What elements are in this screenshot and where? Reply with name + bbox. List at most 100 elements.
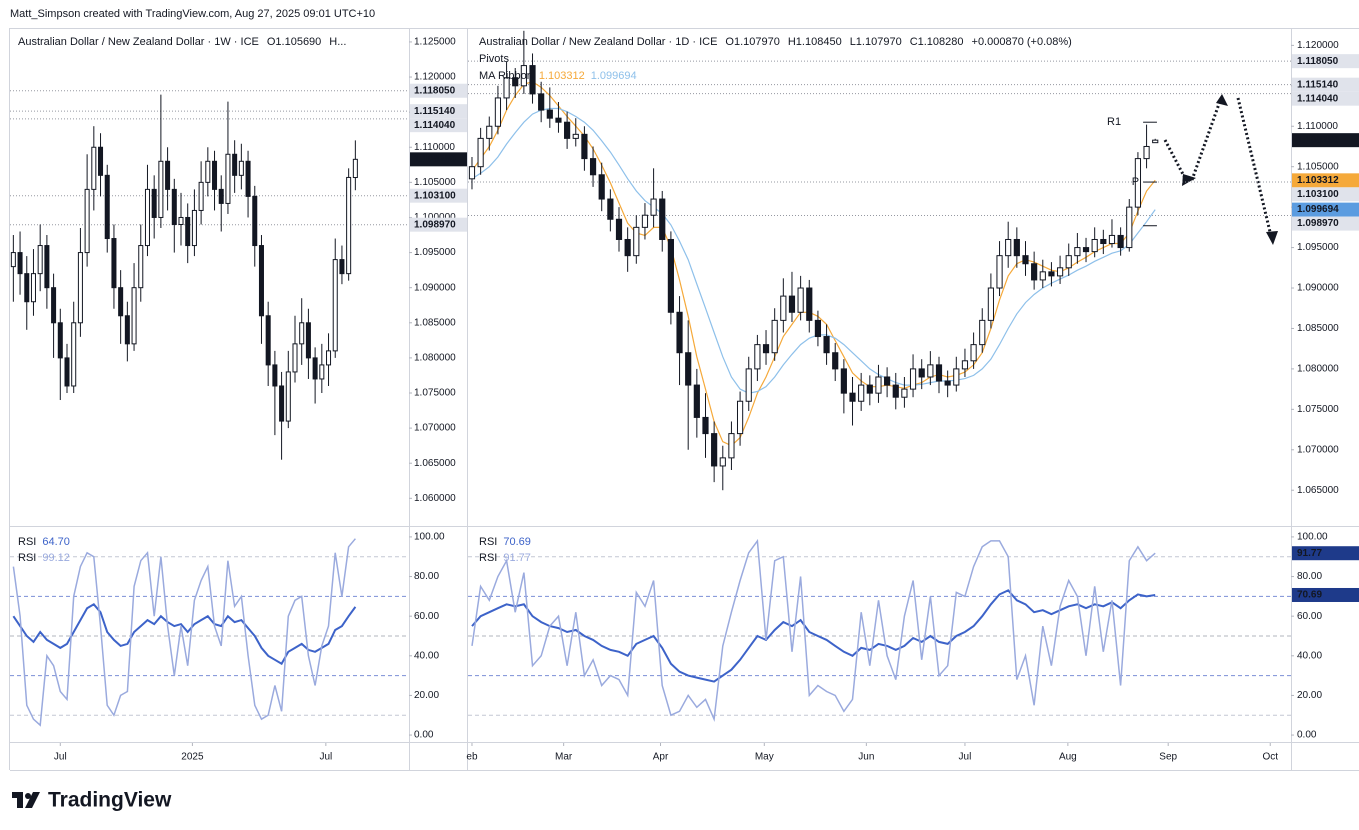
candle-body (339, 259, 345, 275)
y-tick-label: 1.120000 (414, 72, 456, 83)
rsi-legend: RSI 99.12 (18, 552, 70, 564)
candle-body (676, 311, 683, 354)
candle-body (486, 125, 493, 139)
candle-body (840, 368, 847, 394)
rsi-name: RSI (18, 552, 36, 564)
candle-body (667, 238, 674, 313)
candle-body (693, 384, 700, 418)
candle-body (598, 174, 605, 200)
legend-value: H... (329, 36, 346, 48)
price-label-box (1292, 173, 1359, 188)
candle-body (555, 117, 562, 123)
x-tick-label: Jul (319, 752, 332, 763)
candle-body (305, 322, 311, 359)
candle-body (762, 344, 770, 354)
candle-body (98, 146, 104, 176)
rsi-line (12, 538, 356, 727)
price-label: 1.103100 (1297, 189, 1339, 200)
candle-body (84, 188, 90, 254)
candle-body (44, 245, 50, 289)
y-tick-label: 60.00 (1297, 611, 1322, 622)
price-label-box (1292, 216, 1359, 231)
y-tick-label: 1.080000 (414, 353, 456, 364)
logo-mark (12, 792, 23, 808)
y-tick-label: 1.080000 (1297, 364, 1339, 375)
price-label: 91.77 (1297, 548, 1322, 559)
candle-body (352, 158, 358, 179)
brand-name: TradingView (48, 789, 172, 812)
candle-body (299, 322, 305, 345)
legend-value: O1.107970 (725, 36, 779, 48)
price-label: 1.103312 (1297, 175, 1339, 186)
y-tick-label: 0.00 (1297, 730, 1317, 741)
y-tick-label: 1.070000 (414, 423, 456, 434)
indicator-name: Pivots (479, 53, 509, 65)
candle-body (581, 133, 588, 160)
candle-body (1039, 271, 1046, 281)
rsi-value: 99.12 (42, 552, 70, 564)
candle-body (258, 245, 264, 317)
candle-body (589, 158, 597, 176)
indicator-name: MA Ribbon (479, 70, 533, 82)
y-tick-label: 100.00 (1297, 532, 1328, 543)
y-tick-label: 1.095000 (414, 247, 456, 258)
candle-body (71, 322, 77, 387)
price-label: 1.103100 (414, 190, 456, 201)
candle-body (909, 368, 917, 390)
rsi-name: RSI (18, 536, 36, 548)
arrow-head (1266, 231, 1278, 245)
candle-body (326, 350, 332, 366)
candle-body (503, 77, 510, 99)
price-label-box (1292, 187, 1359, 202)
candle-body (875, 376, 882, 394)
candle-body (1143, 145, 1150, 160)
x-tick-label: Jun (858, 752, 874, 763)
y-tick-label: 0.00 (414, 730, 434, 741)
candle-body (285, 371, 291, 422)
y-tick-label: 20.00 (1297, 690, 1322, 701)
x-tick-label: Oct (1262, 752, 1278, 763)
price-label-box (1292, 133, 1359, 148)
candle-body (238, 160, 244, 176)
candle-body (279, 385, 285, 422)
y-tick-label: 1.090000 (414, 282, 456, 293)
indicator-value: 1.103312 (539, 70, 585, 82)
candle-body (124, 315, 130, 345)
price-label: 1.115140 (1297, 79, 1339, 90)
y-tick-label: 1.100000 (414, 212, 456, 223)
candle-body (1031, 263, 1038, 281)
price-label-box (1292, 91, 1359, 106)
price-label-box (410, 217, 467, 232)
candle-body (572, 133, 579, 139)
candle-body (529, 65, 536, 95)
arrow-head (1182, 174, 1196, 186)
legend-title: Australian Dollar / New Zealand Dollar ·… (479, 36, 717, 48)
legend: Australian Dollar / New Zealand Dollar ·… (18, 36, 346, 48)
candle-body (171, 188, 177, 225)
legend-title: Australian Dollar / New Zealand Dollar ·… (18, 36, 259, 48)
candle-body (319, 364, 325, 380)
y-tick-label: 1.065000 (1297, 485, 1339, 496)
candle-body (30, 273, 36, 303)
price-label: 1.098970 (1297, 218, 1339, 229)
legend-value: +0.000870 (+0.08%) (972, 36, 1072, 48)
price-label: 1.098970 (414, 219, 456, 230)
pivot-label: P (1132, 176, 1139, 188)
candle-body (91, 146, 97, 190)
candle-body (494, 97, 502, 127)
candle-body (624, 238, 631, 257)
rsi-name: RSI (479, 536, 497, 548)
price-label-box (410, 83, 467, 98)
candle-body (346, 176, 352, 275)
price-label-box (410, 104, 467, 119)
candle-body (797, 287, 804, 313)
price-label: 1.118050 (1297, 56, 1339, 67)
forecast-arrows (1163, 97, 1273, 237)
candle-body (1126, 206, 1133, 249)
candle-body (719, 457, 726, 467)
candle-body (1065, 255, 1072, 269)
candle-body (1134, 158, 1142, 208)
candle-body (198, 181, 204, 211)
candle-body (615, 218, 623, 240)
candle-body (272, 364, 278, 387)
